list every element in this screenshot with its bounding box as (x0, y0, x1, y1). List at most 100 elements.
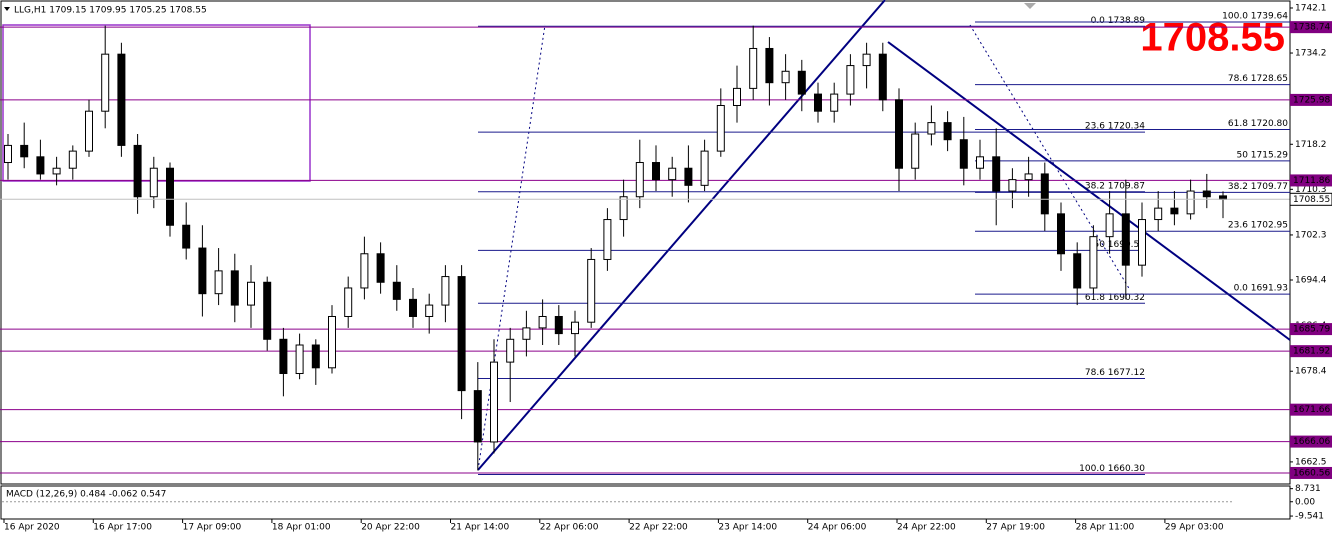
candle-body (895, 99, 903, 169)
candle-body (1105, 213, 1114, 238)
candle-body (1073, 253, 1082, 289)
y-tick-label: 1710.3 (1295, 185, 1327, 195)
fib-a-label: 61.8 1690.32 (1085, 293, 1145, 303)
candle-body (700, 150, 709, 186)
candle-body (587, 258, 596, 323)
fib-b-label: 50 1715.29 (1236, 150, 1288, 160)
level-label: 1685.79 (1293, 325, 1330, 335)
x-tick-label: 21 Apr 14:00 (451, 523, 510, 533)
candle-body (473, 390, 482, 443)
candle-body (1138, 219, 1146, 266)
candle-body (279, 338, 288, 375)
candle-body (538, 315, 547, 329)
candle-body (1219, 195, 1227, 200)
fib-b-label: 23.6 1702.95 (1228, 221, 1288, 231)
candle-body (652, 162, 660, 181)
level-tag (1290, 21, 1332, 34)
candle-body (52, 167, 61, 175)
candle-body (1186, 190, 1195, 215)
symbol-header: LLG,H1 1709.15 1709.95 1705.25 1708.55 (14, 6, 207, 16)
candle-body (716, 104, 725, 152)
x-tick-label: 22 Apr 22:00 (629, 523, 688, 533)
candle-body (846, 65, 855, 95)
level-tag (1290, 466, 1332, 479)
price-tag (1289, 192, 1332, 206)
y-tick-label: 1662.5 (1295, 457, 1327, 467)
y-tick-label: 1742.1 (1295, 3, 1327, 13)
fib-a-label: 78.6 1677.12 (1085, 368, 1145, 378)
candle-body (992, 156, 1001, 192)
x-tick-label: 22 Apr 06:00 (540, 523, 599, 533)
candle-body (765, 47, 774, 84)
y-tick-label: 1702.3 (1295, 230, 1327, 240)
candle-body (1057, 213, 1065, 255)
fib-a-label: 23.6 1720.34 (1085, 122, 1145, 132)
x-tick-label: 23 Apr 14:00 (718, 523, 777, 533)
candle-body (635, 162, 644, 198)
trend-line (477, 0, 886, 471)
candle-body (392, 281, 401, 300)
bid-price: 1708.55 (1140, 16, 1285, 60)
dotted-line (969, 24, 1131, 291)
candle-body (1154, 207, 1163, 221)
candle-body (684, 167, 693, 186)
x-tick-label: 29 Apr 03:00 (1165, 523, 1224, 533)
x-tick-label: 16 Apr 2020 (4, 523, 60, 533)
candle-body (490, 361, 498, 443)
candle-body (441, 276, 450, 306)
menu-arrow (4, 7, 10, 11)
x-tick-label: 18 Apr 01:00 (272, 523, 331, 533)
candle-body (1024, 173, 1033, 181)
x-tick-label: 28 Apr 11:00 (1076, 523, 1135, 533)
level-tag (1290, 435, 1332, 448)
y-tick-label: 1694.4 (1295, 275, 1327, 285)
candle-body (1121, 213, 1130, 266)
candle-body (68, 150, 77, 169)
candle-body (943, 122, 952, 141)
candle-body (733, 87, 741, 106)
candle-body (214, 270, 223, 295)
candle-body (878, 53, 887, 101)
candle-body (311, 344, 320, 369)
level-label: 1660.56 (1293, 468, 1330, 478)
candle-body (976, 156, 984, 169)
fib-b-label: 0.0 1691.93 (1234, 284, 1288, 294)
macd-tick-label: 8.731 (1295, 484, 1321, 494)
candle-body (101, 53, 110, 112)
candle-body (959, 139, 968, 169)
candle-body (166, 167, 174, 226)
candle-body (182, 224, 191, 249)
level-label: 1671.66 (1293, 405, 1330, 415)
candle-body (409, 298, 417, 317)
candle-body (1040, 173, 1049, 215)
candle-body (1008, 179, 1017, 192)
candle-body (425, 304, 434, 317)
fib-a-label: 100.0 1660.30 (1079, 464, 1145, 474)
candle-body (522, 327, 531, 340)
candle-body (20, 144, 29, 158)
x-tick-label: 16 Apr 17:00 (93, 523, 152, 533)
candle-body (149, 167, 158, 198)
candle-body (230, 270, 239, 306)
fib-a-label: 50 1699.59 (1093, 240, 1145, 250)
fib-b-label: 78.6 1728.65 (1228, 74, 1288, 84)
level-tag (1290, 323, 1332, 336)
fib-b-label: 100.0 1739.64 (1222, 12, 1288, 22)
x-tick-label: 24 Apr 22:00 (897, 523, 956, 533)
candle-body (376, 253, 385, 283)
macd-title: MACD (12,26,9) 0.484 -0.062 0.547 (6, 490, 166, 500)
fib-a-label: 0.0 1738.89 (1091, 16, 1146, 26)
candle-body (247, 281, 255, 306)
level-label: 1681.92 (1293, 347, 1330, 357)
level-label: 1711.86 (1293, 176, 1330, 186)
fib-b-label: 61.8 1720.80 (1228, 119, 1288, 129)
candle-body (1202, 190, 1211, 198)
candle-body (571, 321, 579, 335)
main-frame (0, 0, 1291, 485)
candle-body (198, 247, 207, 295)
shift-marker (1024, 3, 1036, 9)
candle-body (457, 276, 466, 392)
macd-tick-label: 0.00 (1295, 497, 1315, 507)
